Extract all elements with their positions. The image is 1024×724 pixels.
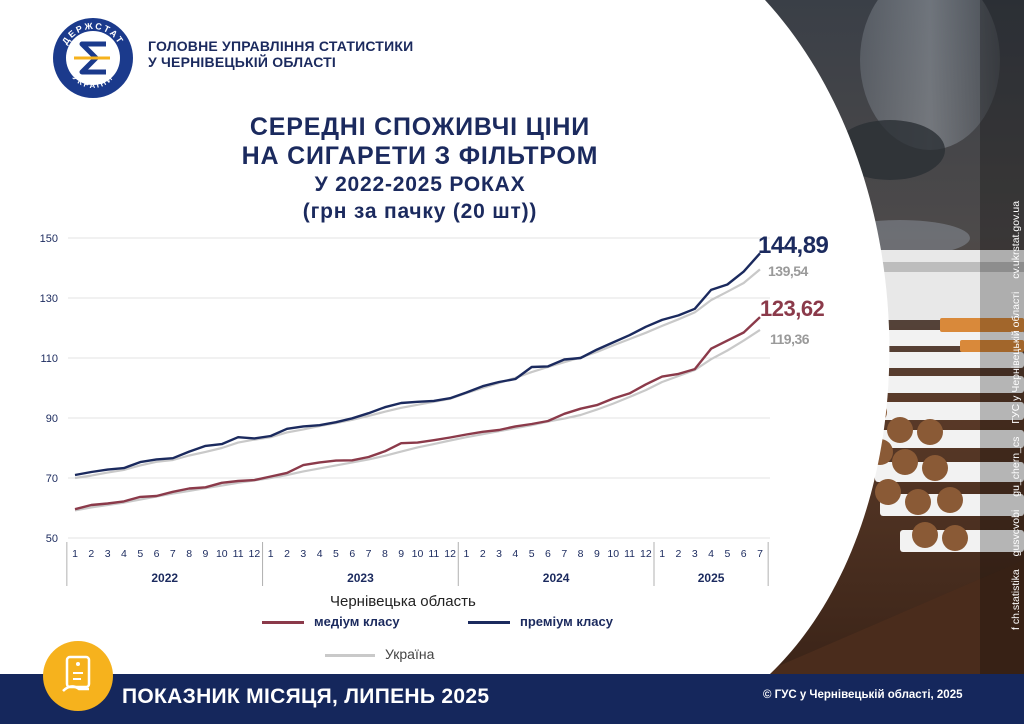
year-label: 2024: [543, 571, 570, 585]
x-tick-label: 3: [496, 548, 502, 560]
x-tick-label: 4: [512, 548, 518, 560]
x-tick-label: 6: [154, 548, 160, 560]
x-tick-label: 8: [382, 548, 388, 560]
social-links: f ch.statistika gusvcvobi gu_chern_cs ГУ…: [1010, 191, 1022, 630]
x-tick-label: 2: [284, 548, 290, 560]
y-tick-label: 150: [40, 233, 58, 245]
x-tick-label: 9: [594, 548, 600, 560]
x-tick-label: 1: [72, 548, 78, 560]
legend-medium-label: медіум класу: [314, 614, 400, 629]
social-facebook[interactable]: f ch.statistika: [1010, 569, 1022, 630]
x-tick-label: 7: [757, 548, 763, 560]
social-youtube[interactable]: ГУС у Чернівецькій області: [1010, 291, 1022, 424]
x-tick-label: 3: [692, 548, 698, 560]
x-tick-label: 12: [444, 548, 456, 560]
legend-ukraine-swatch: [325, 653, 375, 657]
x-tick-label: 1: [464, 548, 470, 560]
title-line-4: (грн за пачку (20 шт)): [302, 200, 538, 223]
title-line-3: У 2022-2025 РОКАХ: [314, 173, 526, 196]
x-tick-label: 5: [137, 548, 143, 560]
x-tick-label: 9: [203, 548, 209, 560]
x-tick-label: 12: [249, 548, 261, 560]
x-tick-label: 7: [561, 548, 567, 560]
x-tick-label: 5: [724, 548, 730, 560]
white-panel: [0, 0, 1024, 674]
derzhstat-logo: ДЕРЖСТАТ УКРАЇНИ: [53, 18, 133, 98]
chart-title: СЕРЕДНІ СПОЖИВЧІ ЦІНИ НА СИГАРЕТИ З ФІЛЬ…: [160, 113, 680, 225]
x-tick-label: 11: [233, 548, 244, 560]
series-line-medium_cv: [74, 316, 761, 511]
x-tick-label: 9: [398, 548, 404, 560]
x-tick-label: 8: [186, 548, 192, 560]
footer-copyright: © ГУС у Чернівецькій області, 2025: [763, 689, 963, 701]
legend-premium-swatch: [468, 621, 510, 625]
x-tick-label: 11: [428, 548, 439, 560]
y-tick-label: 70: [46, 473, 58, 485]
footer-title: ПОКАЗНИК МІСЯЦЯ, ЛИПЕНЬ 2025: [122, 685, 490, 708]
x-tick-label: 3: [105, 548, 111, 560]
x-tick-label: 10: [412, 548, 424, 560]
legend-ukraine-label: Україна: [385, 646, 435, 662]
x-tick-label: 10: [607, 548, 619, 560]
x-tick-label: 8: [578, 548, 584, 560]
series-line-premium_cv: [74, 252, 761, 477]
org-line-2: У ЧЕРНІВЕЦЬКІЙ ОБЛАСТІ: [148, 54, 337, 70]
end-label-premium_cv: 144,89: [758, 232, 829, 259]
legend-premium: преміум класу: [468, 614, 613, 629]
x-tick-label: 2: [676, 548, 682, 560]
x-tick-label: 7: [170, 548, 176, 560]
legend-premium-label: преміум класу: [520, 614, 613, 629]
end-label-medium_cv: 123,62: [760, 296, 825, 321]
x-tick-label: 6: [349, 548, 355, 560]
year-label: 2025: [698, 571, 725, 585]
y-tick-label: 130: [40, 293, 58, 305]
x-tick-label: 6: [741, 548, 747, 560]
legend-group-title: Чернівецька область: [330, 593, 476, 610]
x-tick-label: 4: [121, 548, 127, 560]
x-tick-label: 7: [366, 548, 372, 560]
x-tick-label: 5: [529, 548, 535, 560]
y-tick-label: 90: [46, 413, 58, 425]
document-hand-icon: [43, 641, 113, 711]
cigarettes-photo: [740, 0, 1024, 674]
end-label-medium_ua: 119,36: [770, 331, 810, 347]
footer-bar: [0, 674, 1024, 724]
legend-medium: медіум класу: [262, 614, 400, 629]
title-line-1: СЕРЕДНІ СПОЖИВЧІ ЦІНИ: [249, 113, 591, 141]
x-tick-label: 6: [545, 548, 551, 560]
year-label: 2023: [347, 571, 374, 585]
x-tick-label: 5: [333, 548, 339, 560]
legend-ukraine: Україна: [325, 646, 434, 662]
x-tick-label: 1: [659, 548, 665, 560]
y-tick-label: 110: [40, 353, 58, 365]
title-line-2: НА СИГАРЕТИ З ФІЛЬТРОМ: [241, 142, 599, 170]
x-tick-label: 2: [480, 548, 486, 560]
organization-name: ГОЛОВНЕ УПРАВЛІННЯ СТАТИСТИКИ У ЧЕРНІВЕЦ…: [148, 38, 413, 70]
year-label: 2022: [151, 571, 178, 585]
x-tick-label: 12: [640, 548, 652, 560]
legend-medium-swatch: [262, 621, 304, 625]
social-x[interactable]: gusvcvobi: [1010, 509, 1022, 557]
x-tick-label: 2: [88, 548, 94, 560]
x-tick-label: 1: [268, 548, 274, 560]
y-tick-label: 50: [46, 533, 58, 545]
x-tick-label: 3: [300, 548, 306, 560]
social-instagram[interactable]: gu_chern_cs: [1010, 436, 1022, 497]
social-website[interactable]: cv.ukrstat.gov.ua: [1010, 200, 1022, 279]
org-line-1: ГОЛОВНЕ УПРАВЛІННЯ СТАТИСТИКИ: [148, 38, 414, 54]
series-line-medium_ua: [74, 328, 761, 512]
x-tick-label: 10: [216, 548, 228, 560]
x-tick-label: 4: [708, 548, 714, 560]
end-label-premium_ua: 139,54: [768, 263, 809, 279]
x-tick-label: 4: [317, 548, 323, 560]
series-line-premium_ua: [74, 268, 761, 480]
x-tick-label: 11: [624, 548, 635, 560]
